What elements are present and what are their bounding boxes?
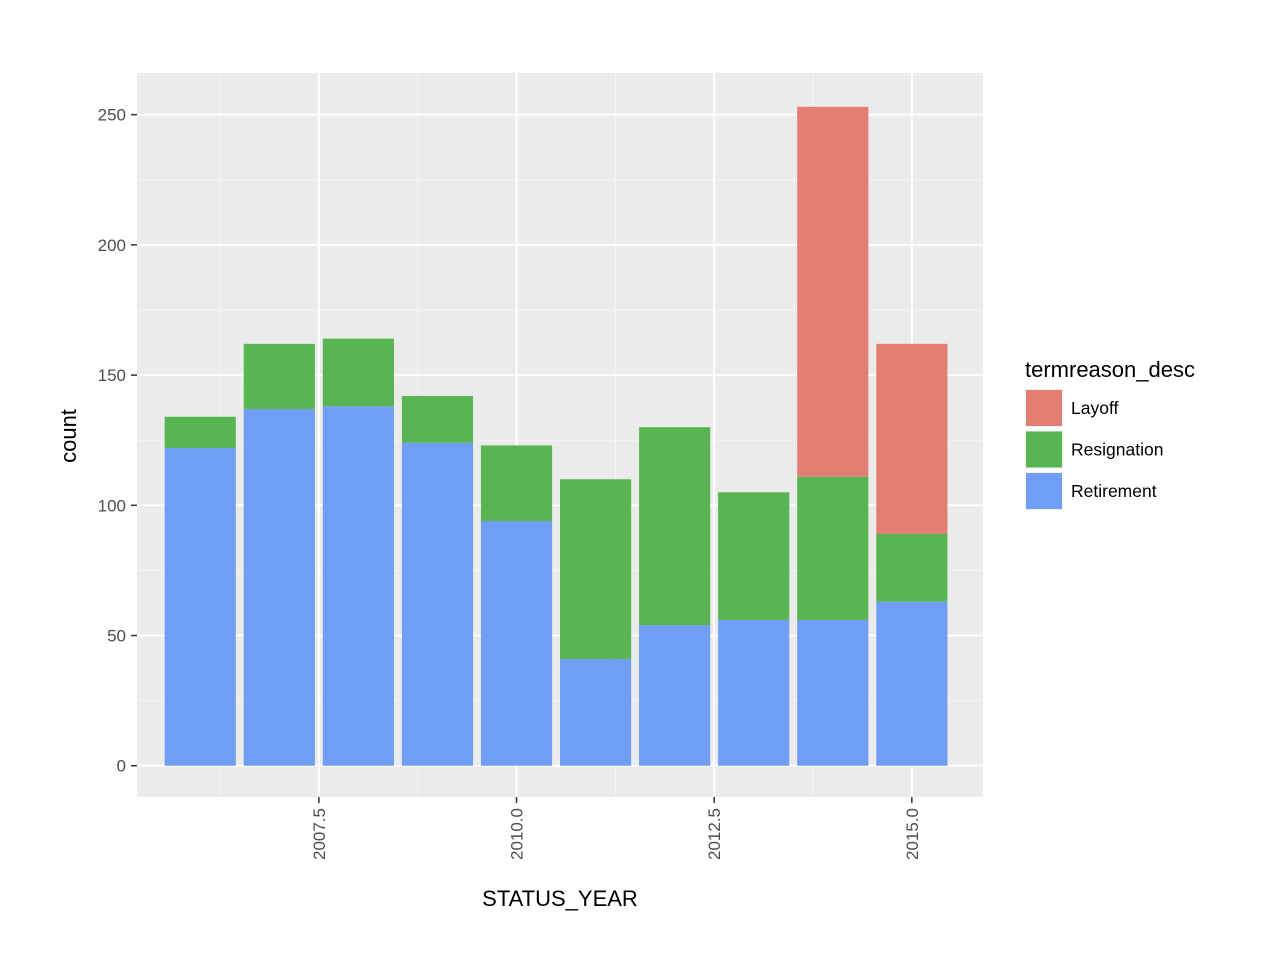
bar-retirement-2008 [322, 406, 394, 766]
y-axis: 0 50 100 150 200 250 [98, 106, 137, 776]
bar-resignation-2009 [401, 395, 474, 443]
bar-resignation-2013 [718, 492, 790, 620]
bar-resignation-2008 [322, 338, 394, 407]
bar-resignation-2006 [164, 416, 236, 449]
legend-key-layoff [1026, 390, 1062, 426]
y-tick-label: 200 [98, 236, 126, 255]
legend-label-resignation: Resignation [1071, 440, 1163, 460]
y-tick-label: 100 [98, 496, 126, 515]
x-tick-label: 2010.0 [508, 808, 527, 860]
x-tick-label: 2012.5 [705, 808, 724, 860]
bar-resignation-2012 [639, 427, 711, 626]
legend-label-retirement: Retirement [1071, 481, 1157, 501]
bar-retirement-2011 [560, 658, 632, 766]
bar-layoff-2015 [876, 343, 948, 534]
legend-key-resignation [1026, 431, 1062, 468]
bar-retirement-2014 [797, 619, 869, 766]
bar-resignation-2011 [560, 479, 632, 659]
x-axis: 2007.5 2010.0 2012.5 2015.0 [310, 797, 922, 860]
legend-label-layoff: Layoff [1071, 398, 1118, 418]
bar-retirement-2012 [639, 625, 711, 766]
x-axis-title: STATUS_YEAR [482, 886, 638, 911]
legend: termreason_desc Layoff Resignation Retirem… [1025, 357, 1195, 510]
bar-retirement-2010 [480, 520, 553, 766]
y-tick-label: 50 [107, 627, 126, 646]
bar-retirement-2007 [243, 408, 315, 766]
bar-retirement-2009 [401, 442, 474, 766]
bar-resignation-2010 [480, 445, 553, 521]
bars [164, 106, 948, 766]
legend-title: termreason_desc [1025, 357, 1195, 382]
bar-retirement-2013 [718, 619, 790, 766]
bar-retirement-2006 [164, 448, 236, 766]
legend-key-retirement [1026, 473, 1062, 509]
y-tick-label: 150 [98, 366, 126, 385]
bar-resignation-2007 [243, 343, 315, 409]
bar-retirement-2015 [876, 601, 948, 766]
x-tick-label: 2007.5 [310, 808, 329, 860]
x-tick-label: 2015.0 [903, 808, 922, 860]
y-tick-label: 0 [117, 757, 126, 776]
bar-resignation-2014 [797, 476, 869, 620]
y-axis-title: count [56, 409, 81, 463]
y-tick-label: 250 [98, 106, 126, 125]
bar-layoff-2014 [797, 106, 869, 477]
bar-resignation-2015 [876, 533, 948, 602]
